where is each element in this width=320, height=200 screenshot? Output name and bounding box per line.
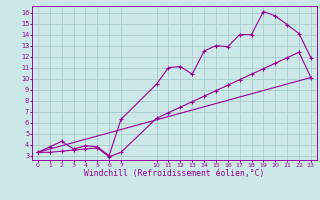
X-axis label: Windchill (Refroidissement éolien,°C): Windchill (Refroidissement éolien,°C) bbox=[84, 169, 265, 178]
